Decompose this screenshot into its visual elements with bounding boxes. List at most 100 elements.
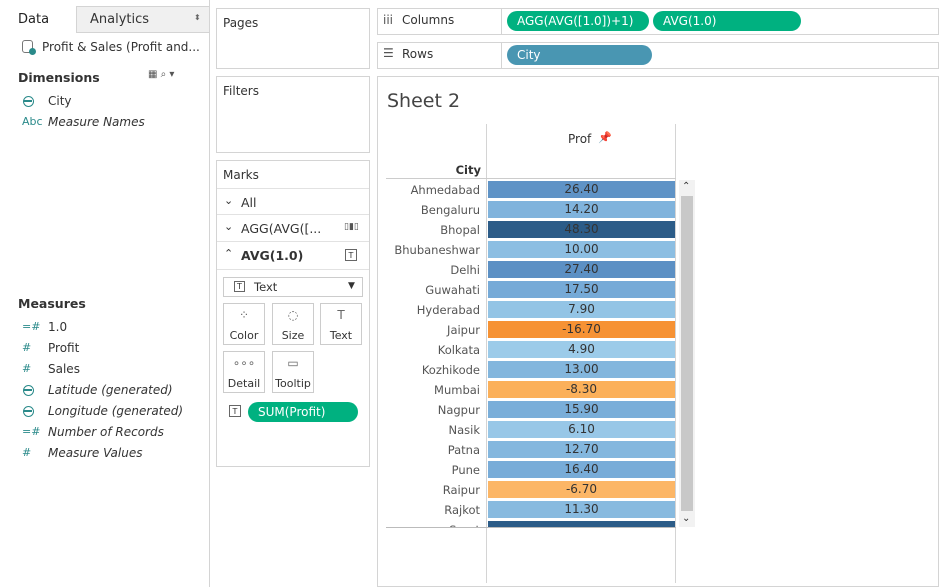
shelf-label: Columns — [402, 13, 455, 27]
mark-button[interactable]: ◌ Size — [272, 303, 314, 345]
pill[interactable]: AVG(1.0) — [653, 11, 801, 31]
cell-value: 14.20 — [564, 202, 599, 216]
column-header[interactable]: Prof — [568, 132, 592, 146]
scroll-down[interactable]: ⌄ — [682, 513, 691, 524]
cell-value: 16.40 — [564, 462, 599, 476]
row-label[interactable]: Bhopal — [440, 223, 480, 237]
pill-icon: T — [229, 405, 241, 417]
row-label[interactable]: Surat — [386, 523, 480, 527]
tab[interactable]: Analytics — [90, 12, 150, 27]
layer-icon: T — [345, 249, 357, 261]
card-title: Filters — [223, 84, 259, 98]
toolbar-icons: ▦ ⌕ ▾ — [148, 69, 175, 80]
cell — [488, 521, 675, 527]
tab[interactable]: Data — [18, 12, 50, 27]
pill[interactable]: City — [507, 45, 652, 65]
cell-value: 6.10 — [568, 422, 595, 436]
mark-button[interactable]: ▭ Tooltip — [272, 351, 314, 393]
mark-button[interactable]: ⁘ Color — [223, 303, 265, 345]
pane-line — [675, 124, 676, 583]
cell-value: -8.30 — [565, 382, 598, 396]
button-glyph: ◌ — [287, 308, 299, 322]
mark-type: Text — [254, 280, 278, 294]
cell-value: 13.00 — [564, 362, 599, 376]
cell-value: 11.30 — [564, 502, 599, 516]
sheet-title: Sheet 2 — [387, 90, 461, 112]
row-label[interactable]: Pune — [451, 463, 480, 477]
pill[interactable]: SUM(Profit) — [248, 402, 358, 422]
button-label: Color — [229, 329, 259, 342]
row-label[interactable]: Rajkot — [444, 503, 480, 517]
scroll-thumb[interactable] — [681, 196, 693, 511]
row-header[interactable]: City — [455, 163, 481, 177]
row-label[interactable]: Ahmedabad — [410, 183, 480, 197]
cell: 16.40 — [488, 461, 675, 478]
button-glyph: ⁘ — [238, 308, 250, 322]
data-pane — [0, 0, 210, 587]
row-label[interactable]: Delhi — [450, 263, 480, 277]
section-header: Measures — [18, 296, 86, 311]
row-label[interactable]: Guwahati — [425, 283, 480, 297]
globe-icon — [23, 385, 34, 396]
row-label[interactable]: Mumbai — [434, 383, 480, 397]
field[interactable]: Profit — [48, 341, 80, 355]
field[interactable]: Number of Records — [48, 425, 164, 439]
chevron: ⌄ — [224, 194, 234, 207]
cell-value: 26.40 — [564, 182, 599, 196]
mark-type-icon: T — [234, 281, 245, 292]
cell-value: 12.70 — [564, 442, 599, 456]
datasource[interactable]: Profit & Sales (Profit and... — [42, 40, 200, 54]
row-label[interactable]: Nasik — [448, 423, 481, 437]
cell: 17.50 — [488, 281, 675, 298]
cell-value: 17.50 — [564, 282, 599, 296]
cell: 27.40 — [488, 261, 675, 278]
field[interactable]: City — [48, 94, 72, 108]
pages-card — [216, 8, 370, 69]
field[interactable]: Latitude (generated) — [48, 383, 173, 397]
mark-layer[interactable]: AVG(1.0) — [241, 248, 304, 263]
field[interactable]: Measure Values — [48, 446, 143, 460]
field[interactable]: 1.0 — [48, 320, 68, 334]
mark-button[interactable]: T Text — [320, 303, 362, 345]
shelf-label: Rows — [402, 47, 434, 61]
pill[interactable]: AGG(AVG([1.0])+1) — [507, 11, 649, 31]
cell: 12.70 — [488, 441, 675, 458]
field[interactable]: Sales — [48, 362, 80, 376]
globe-line — [24, 100, 32, 102]
row-label[interactable]: Patna — [447, 443, 480, 457]
cell: 15.90 — [488, 401, 675, 418]
field[interactable]: Longitude (generated) — [48, 404, 184, 418]
footer-line — [386, 527, 676, 528]
row-label[interactable]: Kozhikode — [421, 363, 480, 377]
separator — [217, 188, 369, 189]
field-icon: =# — [22, 425, 41, 438]
mark-layer[interactable]: AGG(AVG([... — [241, 221, 322, 236]
button-label: Text — [329, 329, 353, 342]
mark-type-dropdown[interactable]: T Text ▼ — [223, 277, 363, 297]
mark-button[interactable]: ∘∘∘ Detail — [223, 351, 265, 393]
scroll-up[interactable]: ⌃ — [682, 181, 691, 192]
globe-line — [24, 389, 32, 391]
mark-layer[interactable]: All — [241, 195, 257, 210]
separator — [217, 269, 369, 270]
shelf-icon: ☰ — [383, 46, 394, 60]
chevron: ⌄ — [224, 220, 234, 233]
button-label: Detail — [227, 377, 261, 390]
field[interactable]: Measure Names — [48, 115, 145, 129]
rows-viewport: Ahmedabad 26.40 Bengaluru 14.20 Bhopal 48.30 B… — [386, 180, 678, 527]
field-icon: # — [22, 446, 32, 459]
field-icon: Abc — [22, 115, 43, 128]
tab-bar-bg — [76, 6, 210, 33]
row-label[interactable]: Nagpur — [437, 403, 480, 417]
row-label[interactable]: Bhubaneshwar — [394, 243, 480, 257]
row-label[interactable]: Hyderabad — [416, 303, 480, 317]
field-icon: # — [22, 341, 32, 354]
row-label[interactable]: Kolkata — [437, 343, 480, 357]
separator — [217, 241, 369, 242]
row-label[interactable]: Raipur — [442, 483, 480, 497]
cell-value: 48.30 — [564, 222, 599, 236]
row-label[interactable]: Bengaluru — [420, 203, 480, 217]
datasource-check — [29, 48, 36, 55]
row-label[interactable]: Jaipur — [447, 323, 480, 337]
